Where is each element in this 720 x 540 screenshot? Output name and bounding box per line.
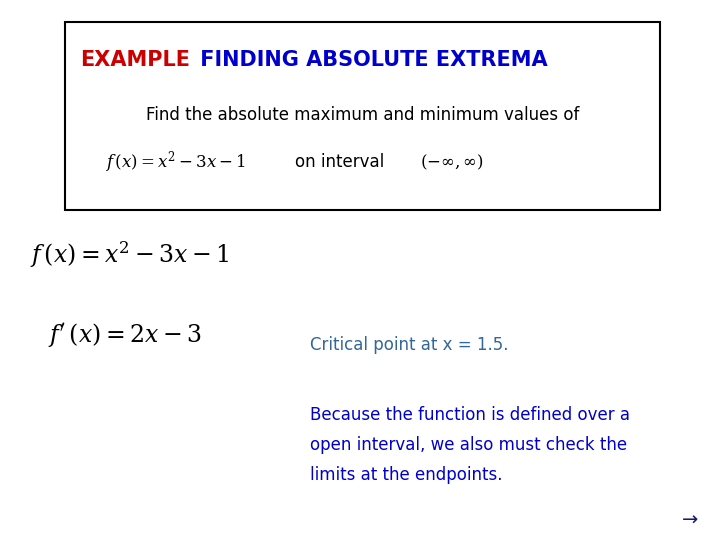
Text: $f\,(x)=x^2-3x-1$: $f\,(x)=x^2-3x-1$ [105, 149, 246, 175]
Text: open interval, we also must check the: open interval, we also must check the [310, 436, 627, 454]
Bar [65, 22, 660, 210]
Text: limits at the endpoints.: limits at the endpoints. [310, 466, 503, 484]
Text: →: → [682, 510, 698, 530]
Text: Find the absolute maximum and minimum values of: Find the absolute maximum and minimum va… [146, 106, 580, 124]
Text: FINDING ABSOLUTE EXTREMA: FINDING ABSOLUTE EXTREMA [193, 50, 548, 70]
Text: Because the function is defined over a: Because the function is defined over a [310, 406, 630, 424]
Text: EXAMPLE: EXAMPLE [80, 50, 190, 70]
Text: $(-\infty,\infty)$: $(-\infty,\infty)$ [420, 152, 484, 172]
Text: on interval: on interval [295, 153, 384, 171]
Text: $f\,(x)=x^2-3x-1$: $f\,(x)=x^2-3x-1$ [30, 240, 230, 271]
Text: $f'\,(x)=2x-3$: $f'\,(x)=2x-3$ [48, 321, 202, 349]
Text: Critical point at x = 1.5.: Critical point at x = 1.5. [310, 336, 508, 354]
